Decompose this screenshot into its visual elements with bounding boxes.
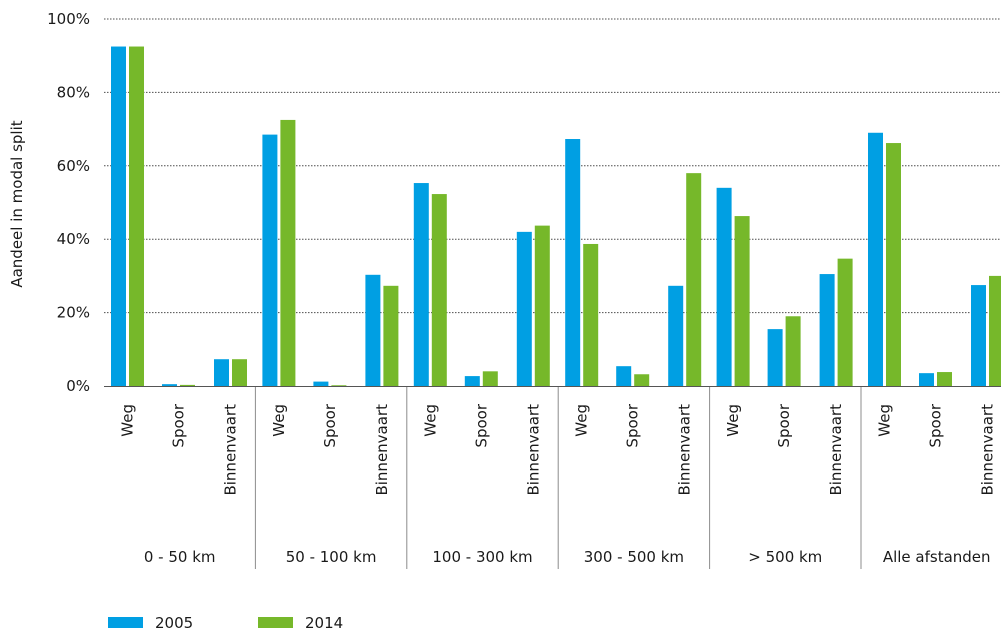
y-axis-label: Aandeel in modal split xyxy=(8,120,26,287)
x-tick-label: Spoor xyxy=(170,403,188,447)
bar xyxy=(180,384,195,386)
x-tick-label: Spoor xyxy=(472,403,490,447)
bar xyxy=(464,376,480,386)
bar xyxy=(868,132,883,386)
bar xyxy=(129,46,144,387)
bar xyxy=(668,285,684,386)
bar xyxy=(162,384,177,386)
bar xyxy=(214,359,229,386)
bar xyxy=(886,143,901,386)
x-tick-label: Weg xyxy=(119,404,137,437)
x-tick-label: Weg xyxy=(421,404,439,437)
y-tick-label: 100% xyxy=(47,10,90,28)
x-tick-label: Weg xyxy=(724,404,742,437)
x-tick-label: Spoor xyxy=(321,403,339,447)
bar xyxy=(534,225,550,386)
bar xyxy=(989,275,1001,386)
x-tick-label: Binnenvaart xyxy=(827,404,845,496)
x-tick-label: Binnenvaart xyxy=(373,404,391,496)
x-tick-label: Binnenvaart xyxy=(979,404,997,496)
y-tick-label: 40% xyxy=(57,230,90,248)
x-tick-label: Weg xyxy=(270,404,288,437)
bar xyxy=(819,274,835,386)
group-label: > 500 km xyxy=(748,548,822,566)
y-tick-label: 80% xyxy=(57,83,90,101)
group-label: 50 - 100 km xyxy=(286,548,377,566)
x-tick-label: Binnenvaart xyxy=(676,404,694,496)
x-tick-label: Weg xyxy=(876,404,894,437)
bar xyxy=(971,285,986,386)
bar xyxy=(431,194,447,386)
bar xyxy=(565,139,581,386)
bar xyxy=(111,46,126,387)
bar xyxy=(280,119,296,387)
y-tick-label: 60% xyxy=(57,157,90,175)
x-tick-label: Weg xyxy=(573,404,591,437)
x-tick-label: Binnenvaart xyxy=(222,404,240,496)
bar xyxy=(232,359,247,386)
y-tick-label: 20% xyxy=(57,304,90,322)
bar xyxy=(634,374,650,386)
legend-swatch xyxy=(258,617,293,628)
legend-label: 2005 xyxy=(155,614,193,630)
bar xyxy=(616,366,632,386)
legend-label: 2014 xyxy=(305,614,343,630)
bar xyxy=(482,371,498,386)
bar xyxy=(331,385,347,386)
bar xyxy=(516,231,532,386)
group-label: 300 - 500 km xyxy=(584,548,684,566)
bar xyxy=(734,216,750,386)
group-label: 100 - 300 km xyxy=(432,548,532,566)
group-label: Alle afstanden xyxy=(883,548,991,566)
bar xyxy=(262,134,278,386)
bar xyxy=(365,274,381,386)
x-tick-label: Spoor xyxy=(624,403,642,447)
x-tick-label: Spoor xyxy=(927,403,945,447)
group-label: 0 - 50 km xyxy=(144,548,216,566)
x-tick-label: Binnenvaart xyxy=(524,404,542,496)
bar xyxy=(413,183,429,386)
bar xyxy=(919,373,934,386)
bar xyxy=(313,381,329,386)
y-tick-label: 0% xyxy=(66,377,90,395)
bar xyxy=(837,258,853,386)
bar xyxy=(383,285,399,386)
x-tick-label: Spoor xyxy=(775,403,793,447)
bar xyxy=(686,173,702,386)
bar xyxy=(583,243,599,386)
bar xyxy=(767,329,783,386)
legend-swatch xyxy=(108,617,143,628)
bar xyxy=(937,372,952,386)
bar xyxy=(785,316,801,386)
bar xyxy=(716,187,732,386)
